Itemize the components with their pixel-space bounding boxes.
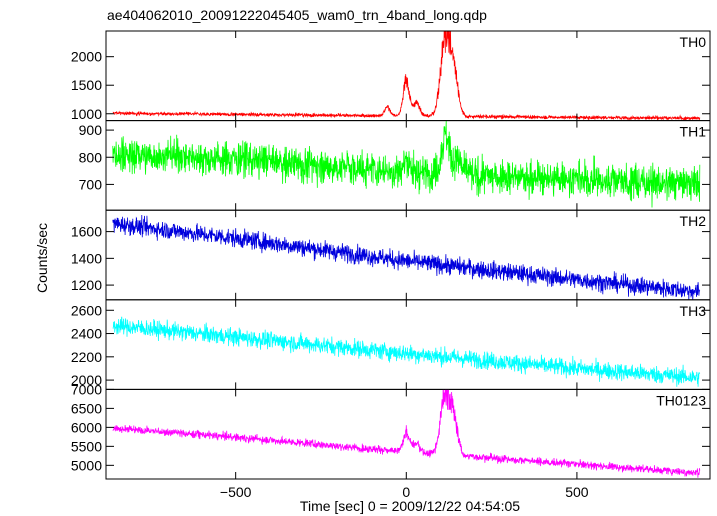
panel-label-th1: TH1 [680,124,707,140]
series-line-th1 [112,120,701,208]
y-tick-label: 6500 [71,400,102,416]
y-tick-label: 800 [79,149,103,165]
y-tick-label: 6000 [71,419,102,435]
y-tick-label: 2000 [71,372,102,388]
series-line-th3 [112,316,701,387]
y-tick-label: 1600 [71,224,102,240]
panel-th0: 1000 1500 2000 TH0 [71,30,711,122]
y-axis-label: Counts/sec [34,223,50,293]
y-tick-label: 1200 [71,277,102,293]
x-tick-label: 0 [402,484,410,500]
y-tick-label: 700 [79,176,103,192]
y-tick-label: 2200 [71,349,102,365]
panel-frame [105,30,711,122]
panel-th3: 2000 2200 2400 2600 TH3 [71,299,711,390]
panel-th1: 700 800 900 TH1 [79,120,711,211]
panel-label-th0123: TH0123 [656,392,706,408]
y-tick-label: 5000 [71,457,102,473]
y-tick-label: 1500 [71,77,102,93]
chart-title: ae404062010_20091222045405_wam0_trn_4ban… [107,7,487,23]
panel-label-th2: TH2 [680,213,707,229]
panels: 1000 1500 2000 TH0 700 800 900 TH1 1200 1400 1600 T… [71,30,711,500]
y-tick-label: 7000 [71,381,102,397]
x-tick-label: −500 [220,484,252,500]
series-line-th2 [112,214,701,300]
x-axis-label: Time [sec] 0 = 2009/12/22 04:54:05 [300,498,520,514]
y-tick-label: 2400 [71,326,102,342]
y-tick-label: 2000 [71,49,102,65]
y-tick-label: 1400 [71,250,102,266]
y-tick-label: 5500 [71,438,102,454]
panel-label-th0: TH0 [680,34,707,50]
y-tick-label: 2600 [71,302,102,318]
series-line-th0 [112,31,701,121]
panel-th2: 1200 1400 1600 TH2 [71,209,711,301]
series-line-th0123 [112,389,701,478]
y-tick-label: 1000 [71,106,102,122]
panel-label-th3: TH3 [680,303,707,319]
y-tick-label: 900 [79,122,103,138]
panel-th0123: 5000 5500 6000 6500 7000 TH0123 [71,381,711,480]
x-tick-label: 500 [565,484,589,500]
panel-frame [105,388,711,480]
